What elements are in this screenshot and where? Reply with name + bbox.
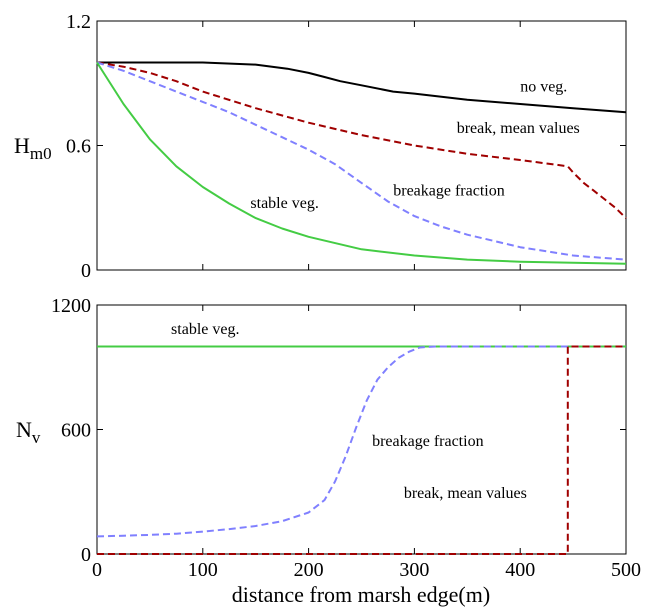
bottom-y-axis-label-main: N <box>16 417 32 442</box>
y-tick-label-1: 0.6 <box>66 136 91 158</box>
top-y-axis-label-main: H <box>14 133 30 158</box>
top-y-axis-label: Hm0 <box>14 133 52 163</box>
bottom-y-tick-labels: 0 600 1200 <box>51 295 91 566</box>
top-y-tick-labels: 0 0.6 1.2 <box>66 11 91 282</box>
top-panel-hm0: 0 0.6 1.2 no veg. break, mean values breakag… <box>14 11 627 282</box>
bottom-plot-frame <box>96 304 627 555</box>
series-line-break-mean <box>96 61 627 219</box>
x-tick-label-5: 500 <box>611 559 641 581</box>
y-tick-label-2: 1200 <box>51 295 91 317</box>
annotation-1: break, mean values <box>457 120 580 137</box>
y-tick-label-0: 0 <box>81 260 91 282</box>
annotation-0: no veg. <box>520 79 567 96</box>
series-line-break-mean <box>97 345 626 555</box>
annotation-2: break, mean values <box>404 485 527 502</box>
series-line-stable-veg <box>96 61 627 265</box>
series-line-breakage-fraction <box>96 345 626 538</box>
bottom-x-tick-labels: 0 100 200 300 400 500 <box>92 559 641 581</box>
series-line-no-veg <box>97 61 627 114</box>
x-tick-label-2: 200 <box>294 559 324 581</box>
top-y-axis-label-sub: m0 <box>30 144 52 163</box>
annotation-3: stable veg. <box>250 195 318 212</box>
top-series-lines <box>96 61 627 265</box>
bottom-panel-nv: 0 600 1200 0 100 200 300 400 500 stable veg. bre… <box>16 295 641 607</box>
x-tick-label-4: 400 <box>505 559 535 581</box>
bottom-y-axis-label: Nv <box>16 417 41 447</box>
y-tick-label-0: 0 <box>81 544 91 566</box>
top-annotations: no veg. break, mean values breakage fracti… <box>250 79 579 212</box>
bottom-axis-ticks <box>96 304 627 555</box>
annotation-0: stable veg. <box>171 321 239 338</box>
annotation-2: breakage fraction <box>393 182 504 199</box>
annotation-1: breakage fraction <box>372 433 483 450</box>
bottom-y-axis-label-sub: v <box>32 428 41 447</box>
y-tick-label-1: 600 <box>61 420 91 442</box>
y-tick-label-2: 1.2 <box>66 11 91 33</box>
series-line-breakage-fraction <box>96 61 627 261</box>
x-tick-label-1: 100 <box>188 559 218 581</box>
bottom-annotations: stable veg. breakage fraction break, mean … <box>171 321 527 502</box>
top-axis-ticks <box>96 20 627 271</box>
bottom-series-lines <box>96 345 626 555</box>
x-tick-label-3: 300 <box>399 559 429 581</box>
x-axis-label: distance from marsh edge(m) <box>232 582 490 607</box>
top-plot-frame <box>96 20 627 271</box>
x-tick-label-0: 0 <box>92 559 102 581</box>
